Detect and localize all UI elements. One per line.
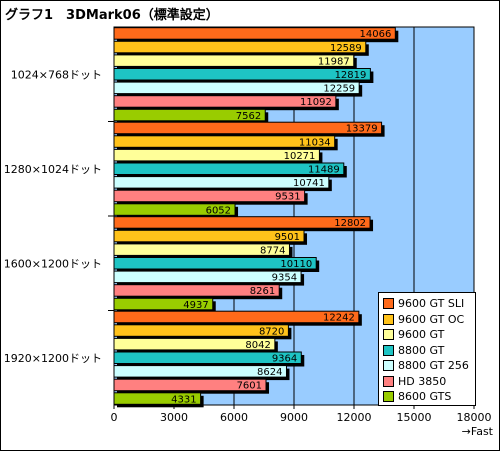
data-label: 12802: [334, 218, 366, 229]
x-tick-label: 0: [111, 411, 118, 424]
bar: [113, 270, 302, 284]
legend-label: 8600 GTS: [398, 390, 452, 404]
data-label: 9501: [275, 232, 300, 243]
legend-swatch: [383, 375, 394, 387]
data-label: 10741: [293, 178, 325, 189]
data-label: 8624: [257, 367, 282, 378]
data-label: 4331: [171, 394, 196, 405]
bar: [113, 243, 290, 256]
bar: [113, 216, 371, 229]
data-label: 12819: [335, 70, 367, 81]
legend-label: HD 3850: [398, 374, 447, 388]
data-label: 8042: [245, 340, 270, 351]
x-tick-label: 6000: [220, 411, 248, 424]
bar: [113, 27, 396, 40]
legend-swatch: [383, 344, 394, 356]
data-label: 11092: [300, 97, 332, 108]
x-tick-label: 12000: [337, 411, 372, 424]
bar: [113, 54, 355, 67]
bar: [113, 365, 287, 378]
data-label: 6052: [206, 205, 231, 216]
legend-item: 8800 GT 256: [383, 358, 475, 374]
data-label: 9531: [275, 192, 300, 203]
legend-label: 9600 GT OC: [398, 312, 465, 326]
bar: [113, 284, 280, 297]
legend-item: HD 3850: [383, 374, 475, 390]
legend-label: 9600 GT SLI: [398, 297, 465, 311]
data-label: 12589: [330, 43, 362, 54]
legend-label: 8800 GT: [398, 343, 445, 357]
data-label: 7601: [237, 381, 262, 392]
bar: [113, 351, 302, 364]
data-label: 4937: [183, 300, 208, 311]
legend-item: 8800 GT: [383, 343, 475, 359]
bar: [113, 68, 371, 81]
data-label: 8720: [259, 326, 284, 337]
data-label: 10110: [280, 259, 312, 270]
data-label: 12242: [323, 313, 355, 324]
bar: [113, 257, 317, 270]
data-label: 11034: [299, 137, 331, 148]
x-tick-label: 9000: [280, 411, 308, 424]
x-axis-label: →Fast: [462, 425, 494, 438]
data-label: 14066: [360, 29, 392, 40]
category-label: 1280×1024ドット: [4, 163, 102, 176]
bar: [113, 81, 360, 95]
x-tick-label: 18000: [457, 411, 492, 424]
bar: [113, 135, 336, 148]
category-label: 1920×1200ドット: [4, 352, 102, 365]
bar: [113, 229, 305, 243]
data-label: 8261: [250, 286, 275, 297]
bar: [113, 392, 202, 405]
legend-label: 9600 GT: [398, 328, 445, 342]
legend-label: 8800 GT 256: [398, 359, 469, 373]
category-label: 1600×1200ドット: [4, 257, 102, 270]
legend-swatch: [383, 313, 394, 325]
data-label: 12259: [323, 84, 355, 95]
data-label: 7562: [236, 111, 261, 122]
legend-swatch: [383, 391, 394, 403]
bar: [113, 162, 345, 175]
legend-swatch: [383, 360, 394, 372]
legend-item: 9600 GT OC: [383, 312, 475, 328]
bar: [113, 40, 367, 54]
bar: [113, 189, 306, 203]
chart-legend: 9600 GT SLI 9600 GT OC 9600 GT 8800 GT 8800 …: [378, 292, 476, 406]
data-label: 11489: [308, 165, 340, 176]
data-label: 8774: [260, 245, 285, 256]
x-tick-label: 3000: [160, 411, 188, 424]
bar: [113, 203, 236, 216]
data-label: 13379: [346, 124, 378, 135]
bar: [113, 324, 289, 337]
bar: [113, 176, 330, 189]
bar: [113, 337, 276, 351]
data-label: 10271: [284, 151, 316, 162]
bar: [113, 95, 337, 108]
legend-item: 9600 GT SLI: [383, 296, 475, 312]
bar: [113, 121, 383, 135]
legend-item: 9600 GT: [383, 327, 475, 343]
data-label: 9364: [272, 354, 297, 365]
bar: [113, 148, 320, 162]
bar: [113, 297, 214, 311]
chart-title: グラフ1 3DMark06（標準設定）: [5, 8, 219, 23]
legend-swatch: [383, 298, 394, 310]
data-label: 9354: [272, 273, 297, 284]
bar: [113, 378, 267, 392]
data-label: 11987: [318, 56, 350, 67]
x-tick-label: 15000: [397, 411, 432, 424]
legend-swatch: [383, 329, 394, 341]
category-label: 1024×768ドット: [11, 68, 102, 81]
legend-item: 8600 GTS: [383, 389, 475, 405]
bar: [113, 108, 266, 122]
bar: [113, 310, 360, 324]
